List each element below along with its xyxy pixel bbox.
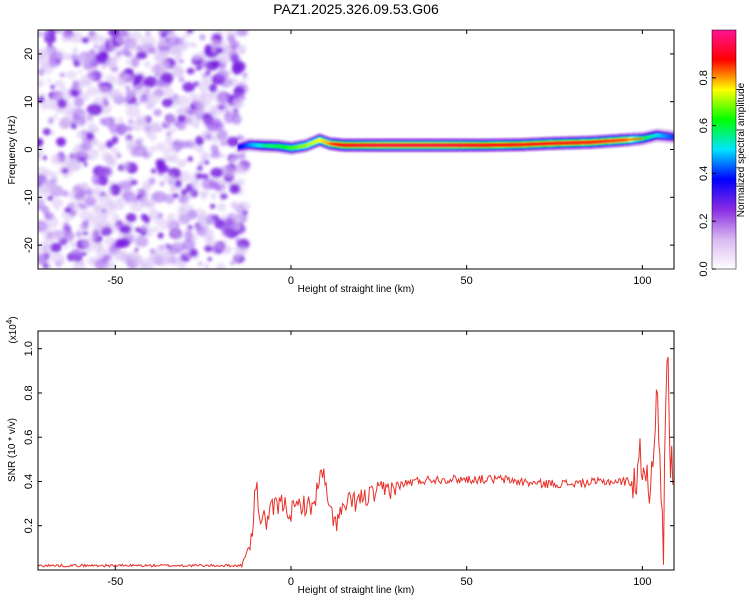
colorbar-tick-label: 0.6 (698, 118, 710, 133)
x-tick-label: 100 (633, 275, 651, 287)
spectrogram-noise-layer (38, 30, 251, 269)
x-tick-label: -50 (107, 576, 123, 588)
snr-series-line (38, 356, 674, 569)
svg-text:(x104): (x104) (5, 316, 19, 343)
y-tick-label: 0.2 (23, 518, 35, 533)
colorbar: 0.0 0.2 0.4 0.6 0.8 Normalized spectral ampl… (698, 29, 747, 277)
snr-scale-prefix: (x10 (8, 324, 19, 344)
y-tick-label: -10 (23, 189, 35, 205)
snr-y-ticks: 0.2 0.4 0.6 0.8 1.0 (23, 341, 674, 533)
spectrogram-y-axis-label: Frequency (Hz) (7, 116, 18, 185)
snr-frame (37, 330, 675, 571)
colorbar-label: Normalized spectral amplitude (736, 82, 747, 217)
x-tick-label: 100 (633, 576, 651, 588)
colorbar-tick-label: 0.8 (698, 70, 710, 85)
snr-plot-area (38, 331, 674, 570)
chart-title: PAZ1.2025.326.09.53.G06 (273, 1, 439, 17)
spectrogram-x-axis-label: Height of straight line (km) (298, 284, 415, 295)
y-tick-label: 1.0 (23, 341, 35, 356)
snr-panel: -50 0 50 100 0.2 0.4 0.6 0.8 1.0 Height of stra… (5, 316, 675, 596)
x-tick-label: 0 (288, 576, 294, 588)
colorbar-tick-label: 0.2 (698, 214, 710, 229)
y-tick-label: 0.4 (23, 474, 35, 489)
x-tick-label: 50 (461, 576, 473, 588)
y-tick-label: 0 (23, 146, 35, 152)
colorbar-ticks: 0.0 0.2 0.4 0.6 0.8 (698, 70, 716, 277)
spectrogram-x-ticks: -50 0 50 100 (107, 30, 652, 287)
snr-y-axis-label: SNR (10 * v/v) (7, 418, 18, 482)
spectrogram-y-ticks: -20 -10 0 10 20 (23, 48, 674, 253)
x-tick-label: 0 (288, 275, 294, 287)
snr-line-layer (38, 356, 674, 569)
y-tick-label: 0.8 (23, 385, 35, 400)
y-tick-label: 10 (23, 96, 35, 108)
colorbar-tick-label: 0.0 (698, 261, 710, 276)
snr-scale-label: (x104) (5, 316, 19, 343)
x-tick-label: -50 (107, 275, 123, 287)
spectrogram-signal-ridge (237, 128, 674, 156)
colorbar-gradient (711, 29, 737, 270)
x-tick-label: 50 (461, 275, 473, 287)
y-tick-label: -20 (23, 237, 35, 253)
y-tick-label: 20 (23, 48, 35, 60)
snr-x-ticks: -50 0 50 100 (107, 331, 652, 588)
colorbar-tick-label: 0.4 (698, 166, 710, 181)
snr-x-axis-label: Height of straight line (km) (298, 585, 415, 596)
spectrogram-panel: -50 0 50 100 -20 -10 0 10 20 Height of straight… (7, 29, 675, 295)
snr-scale-exponent: 4 (5, 319, 14, 324)
y-tick-label: 0.6 (23, 430, 35, 445)
snr-scale-suffix: ) (8, 316, 19, 319)
